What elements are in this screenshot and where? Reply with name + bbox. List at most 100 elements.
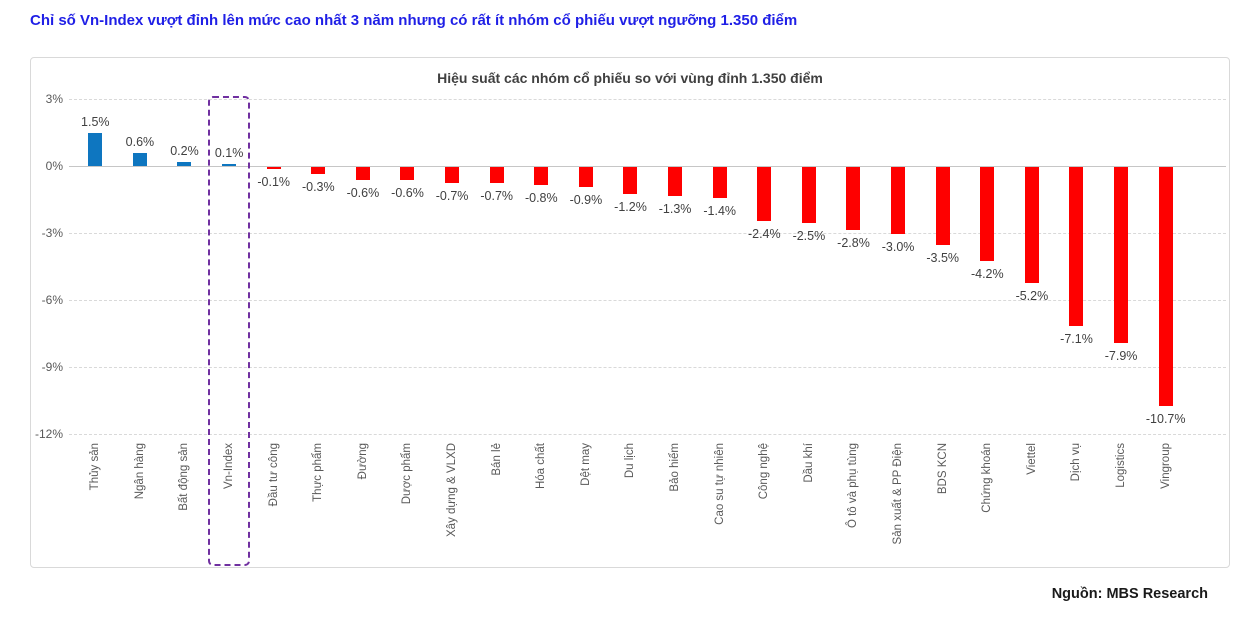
bar-column: -0.6% Đường [341, 99, 386, 569]
category-label: Công nghệ [758, 443, 771, 500]
y-tick-label: -3% [41, 226, 63, 240]
category-label: Dầu khí [802, 443, 815, 483]
value-label: -0.6% [391, 186, 424, 201]
bar-column: -7.9% Logistics [1099, 99, 1144, 569]
value-label: -7.9% [1104, 349, 1138, 364]
category-label: Dược phẩm [401, 443, 414, 505]
bar-column: 0.1% Vn-Index [207, 99, 252, 569]
value-label: -2.8% [837, 235, 870, 250]
category-label: Dệt may [579, 443, 592, 486]
value-label: -1.2% [614, 199, 647, 214]
y-tick-label: 0% [45, 159, 63, 173]
bar [489, 167, 504, 183]
bar-column: -2.5% Dầu khí [787, 99, 832, 569]
value-label: -0.1% [257, 175, 291, 190]
bar [445, 167, 460, 183]
bar [222, 163, 237, 166]
bar [1158, 167, 1173, 406]
value-label: -7.1% [1060, 331, 1093, 346]
category-label: Ngân hàng [133, 443, 146, 500]
bar [1069, 167, 1084, 326]
gridline [69, 300, 1226, 301]
bar [801, 167, 816, 223]
bar [712, 167, 727, 199]
bar [668, 167, 683, 197]
bar [177, 161, 192, 166]
bar-column: -0.8% Hóa chất [519, 99, 564, 569]
bar-column: -0.7% Bán lẻ [474, 99, 519, 569]
bar [891, 167, 906, 234]
value-label: -5.2% [1015, 289, 1049, 304]
gridline [69, 434, 1226, 435]
value-label: -3.5% [926, 251, 960, 266]
category-label: Ô tô và phụ tùng [847, 443, 860, 529]
gridline [69, 233, 1226, 234]
category-label: Xây dựng & VLXD [446, 443, 459, 537]
plot-area: 1.5% Thủy sản 0.6% Ngân hàng 0.2% Bất động sả… [69, 96, 1226, 569]
gridline [69, 99, 1226, 100]
value-label: -0.8% [524, 190, 558, 205]
category-label: Đường [356, 443, 369, 480]
y-tick-label: -6% [41, 293, 63, 307]
bar [935, 167, 950, 246]
bar-column: -0.7% Xây dựng & VLXD [430, 99, 475, 569]
vnindex-highlight-box [208, 96, 251, 566]
value-label: -10.7% [1145, 411, 1186, 426]
category-label: Dịch vụ [1070, 443, 1083, 482]
bar [311, 167, 326, 174]
chart-card: Hiệu suất các nhóm cổ phiếu so với vùng … [30, 57, 1230, 568]
bar-column: -1.4% Cao su tự nhiên [697, 99, 742, 569]
bar-column: -7.1% Dịch vụ [1054, 99, 1099, 569]
value-label: -0.7% [435, 188, 469, 203]
y-tick-label: -9% [41, 360, 63, 374]
gridline [69, 367, 1226, 368]
category-label: Hóa chất [535, 443, 548, 490]
bar-column: -0.1% Đầu tư công [251, 99, 296, 569]
bar [1024, 167, 1039, 284]
bar [132, 152, 147, 166]
bar [534, 167, 549, 185]
value-label: 0.2% [170, 143, 199, 158]
value-label: 0.6% [125, 134, 155, 149]
bar-column: 1.5% Thủy sản [73, 99, 118, 569]
value-label: -1.4% [703, 204, 737, 219]
category-label: Viettel [1025, 443, 1038, 475]
value-label: -0.3% [301, 179, 335, 194]
bar-column: 0.6% Ngân hàng [118, 99, 163, 569]
category-label: Chứng khoán [981, 443, 994, 513]
value-label: -2.5% [792, 228, 826, 243]
bar-column: -1.2% Du lịch [608, 99, 653, 569]
bar [757, 167, 772, 221]
bar-column: -0.3% Thực phẩm [296, 99, 341, 569]
value-label: 1.5% [81, 114, 110, 129]
value-label: 0.1% [214, 145, 244, 160]
value-label: -3.0% [881, 240, 915, 254]
bar-column: -3.5% BDS KCN [920, 99, 965, 569]
page-title: Chỉ số Vn-Index vượt đỉnh lên mức cao nh… [30, 12, 798, 29]
bar-column: -0.9% Dệt may [564, 99, 609, 569]
bar-column: -2.8% Ô tô và phụ tùng [831, 99, 876, 569]
category-label: Thực phẩm [312, 443, 325, 502]
category-label: Logistics [1115, 443, 1128, 488]
y-tick-label: 3% [45, 92, 63, 106]
category-label: Đầu tư công [267, 443, 280, 507]
bar [578, 167, 593, 188]
category-label: BDS KCN [936, 443, 949, 495]
bar-column: -0.6% Dược phẩm [385, 99, 430, 569]
category-label: Bất động sản [178, 443, 191, 511]
bar-column: 0.2% Bất động sản [162, 99, 207, 569]
category-label: Vingroup [1159, 443, 1172, 489]
category-label: Cao su tự nhiên [713, 443, 726, 525]
bar [980, 167, 995, 261]
bar [355, 167, 370, 181]
value-label: -2.4% [747, 226, 781, 241]
category-label: Thủy sản [89, 443, 102, 491]
value-label: -4.2% [970, 266, 1004, 281]
bar-column: -2.4% Công nghệ [742, 99, 787, 569]
y-tick-label: -12% [34, 427, 63, 441]
bar-column: -1.3% Bảo hiểm [653, 99, 698, 569]
category-label: Du lịch [624, 443, 637, 479]
bar [623, 167, 638, 194]
bar [846, 167, 861, 230]
value-label: -0.7% [480, 188, 514, 203]
